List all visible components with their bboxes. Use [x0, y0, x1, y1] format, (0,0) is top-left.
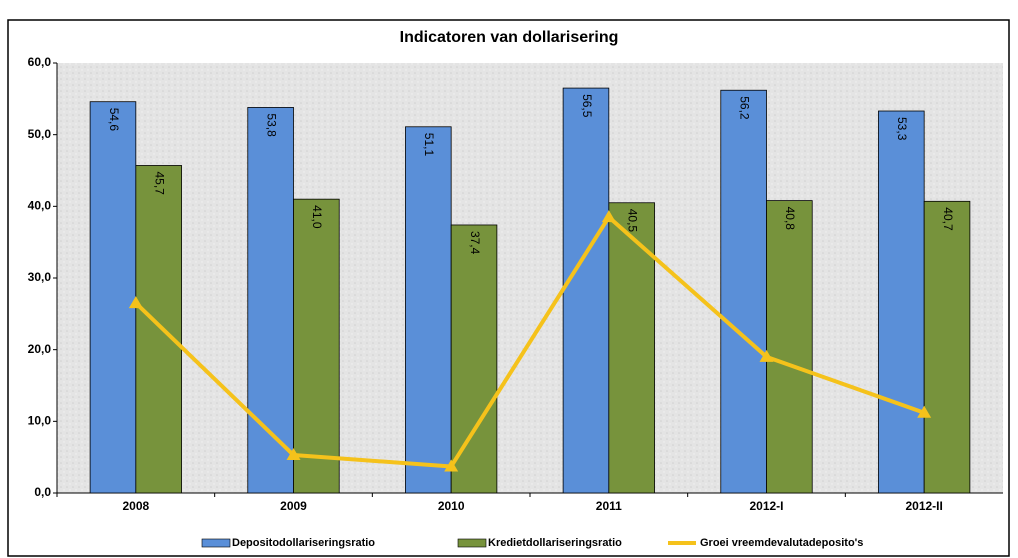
- x-tick-label: 2012-II: [905, 499, 942, 513]
- line-marker: [444, 459, 459, 472]
- value-label: 41,0: [310, 205, 324, 229]
- line-marker: [128, 296, 143, 309]
- y-tick-label: 50,0: [28, 127, 52, 141]
- legend-label: Groei vreemdevalutadeposito's: [700, 537, 863, 549]
- value-label: 53,8: [264, 113, 278, 137]
- value-label: 40,7: [941, 207, 955, 231]
- y-tick-label: 30,0: [28, 270, 52, 284]
- x-tick-label: 2011: [596, 499, 622, 513]
- bar: [766, 200, 813, 494]
- line-marker: [917, 405, 932, 418]
- chart-title: Indicatoren van dollarisering: [400, 29, 619, 46]
- line: [134, 215, 925, 469]
- legend-swatch: [201, 538, 231, 548]
- bar: [720, 89, 767, 494]
- bar: [608, 202, 655, 494]
- y-tick-label: 60,0: [28, 55, 52, 69]
- value-label: 56,2: [737, 96, 751, 120]
- line-marker: [601, 210, 616, 223]
- plot-area: [57, 63, 1003, 493]
- x-tick-label: 2009: [280, 499, 307, 513]
- value-label: 53,3: [895, 117, 909, 141]
- line-marker: [759, 349, 774, 362]
- value-label: 37,4: [468, 231, 482, 255]
- value-label: 40,5: [626, 209, 640, 233]
- legend-swatch: [457, 538, 487, 548]
- line-marker: [286, 448, 301, 461]
- y-tick-label: 0,0: [34, 485, 51, 499]
- bar: [293, 198, 340, 494]
- y-tick-label: 10,0: [28, 414, 52, 428]
- value-label: 40,8: [783, 207, 797, 231]
- value-label: 54,6: [107, 108, 121, 132]
- x-tick-label: 2010: [438, 499, 465, 513]
- bar: [878, 110, 925, 494]
- bar: [135, 165, 182, 494]
- value-label: 56,5: [580, 94, 594, 118]
- y-tick-label: 20,0: [28, 342, 52, 356]
- x-tick-label: 2012-I: [749, 499, 783, 513]
- legend-label: Depositodollariseringsratio: [232, 537, 375, 549]
- bar: [562, 87, 610, 494]
- legend-label: Kredietdollariseringsratio: [488, 537, 622, 549]
- x-tick-label: 2008: [122, 499, 149, 513]
- bar: [405, 126, 452, 494]
- bar: [450, 224, 498, 494]
- value-label: 51,1: [422, 133, 436, 157]
- y-tick-label: 40,0: [28, 199, 52, 213]
- bar: [89, 101, 137, 494]
- bar: [923, 200, 971, 494]
- value-label: 45,7: [153, 171, 167, 195]
